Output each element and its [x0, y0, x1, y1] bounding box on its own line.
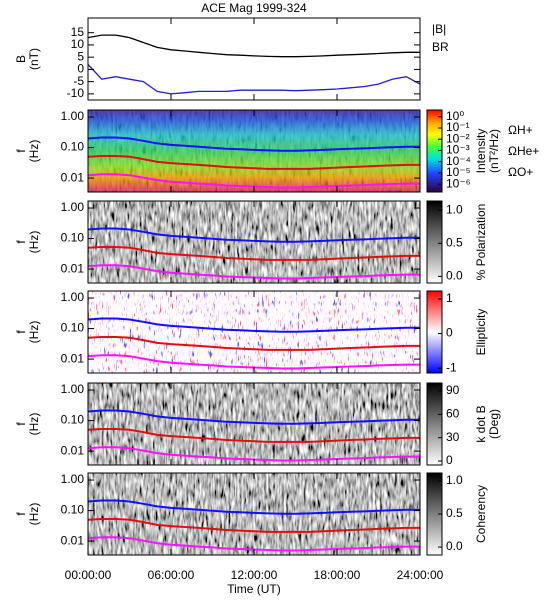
colorbar-label: (Deg): [487, 409, 501, 439]
colorbar-tick-label: 10⁻⁵: [446, 165, 471, 179]
colorbar-label: k dot B: [474, 405, 488, 442]
spectrogram-image: [88, 383, 420, 465]
y-tick-label: 10: [71, 37, 85, 51]
colorbar-label: Ellipticity: [474, 309, 488, 356]
y-axis-label: f: [14, 330, 28, 334]
y-tick-label: 0.10: [61, 321, 85, 335]
colorbar-label: Intensity: [474, 129, 488, 174]
y-tick-label: 0.01: [61, 170, 85, 184]
y-axis-label: f: [14, 240, 28, 244]
y-axis-label: B: [14, 55, 28, 63]
colorbar-label: Coherency: [474, 485, 488, 543]
x-tick-label: 24:00:00: [397, 568, 444, 582]
colorbar-tick-label: 0.5: [446, 235, 463, 249]
colorbar-tick-label: 0: [446, 326, 453, 340]
gyrofrequency-line: [88, 317, 420, 333]
gyrofrequency-line: [88, 499, 420, 515]
colorbar-tick-label: 0: [446, 453, 453, 467]
x-axis-label: Time (UT): [227, 582, 281, 596]
colorbar-tick-label: 0.0: [446, 539, 463, 553]
colorbar-tick-label: 90: [446, 383, 460, 397]
y-tick-label: 15: [71, 25, 85, 39]
y-axis-label: f: [14, 512, 28, 516]
y-tick-label: 0.10: [61, 140, 85, 154]
line-series: [88, 64, 420, 95]
colorbar-tick-label: 30: [446, 430, 460, 444]
colorbar-tick-label: -1: [446, 360, 457, 374]
x-tick-label: 06:00:00: [148, 568, 195, 582]
y-tick-label: 0.01: [61, 443, 85, 457]
y-tick-label: -10: [67, 86, 85, 100]
gyrofrequency-line: [88, 336, 420, 351]
colorbar-tick-label: 10⁰: [446, 109, 464, 123]
y-tick-label: 1.00: [61, 472, 85, 486]
y-axis-label: f: [14, 149, 28, 153]
colorbar-tick-label: 60: [446, 407, 460, 421]
legend-label: ΩO+: [508, 165, 533, 179]
colorbar-tick-label: 1: [446, 291, 453, 305]
legend-label: ΩH+: [508, 123, 533, 137]
colorbar-tick-label: 10⁻²: [446, 131, 470, 145]
x-tick-label: 18:00:00: [314, 568, 361, 582]
y-axis-label: (Hz): [27, 321, 41, 344]
spectrogram-image: [88, 291, 420, 373]
colorbar-tick-label: 10⁻³: [446, 143, 470, 157]
legend-label: BR: [432, 40, 449, 54]
gyrofrequency-line: [88, 518, 420, 533]
y-tick-label: 5: [77, 49, 84, 63]
y-axis-label: (Hz): [27, 140, 41, 163]
spectrogram-texture: [88, 110, 420, 192]
colorbar-tick-label: 10⁻¹: [446, 120, 470, 134]
line-series: [88, 34, 420, 58]
y-tick-label: 0.01: [61, 533, 85, 547]
y-tick-label: 0.10: [61, 413, 85, 427]
chart-title: ACE Mag 1999-324: [201, 1, 307, 15]
y-axis-label: (nT): [27, 48, 41, 70]
y-axis-label: f: [14, 422, 28, 426]
panel-frame: [87, 17, 421, 101]
colorbar-label: (nT²/Hz): [487, 129, 501, 173]
colorbar-tick-label: 10⁻⁴: [446, 154, 471, 168]
colorbar: [426, 382, 443, 466]
gyrofrequency-line: [88, 409, 420, 425]
y-tick-label: 0.10: [61, 503, 85, 517]
colorbar: [426, 200, 443, 284]
legend-label: ΩHe+: [508, 144, 539, 158]
y-tick-label: 1.00: [61, 382, 85, 396]
gyrofrequency-line: [88, 227, 420, 243]
y-tick-label: -5: [73, 74, 84, 88]
colorbar-tick-label: 10⁻⁶: [446, 176, 471, 190]
y-axis-label: (Hz): [27, 503, 41, 526]
colorbar-tick-label: 0.0: [446, 269, 463, 283]
colorbar-label: % Polarization: [474, 204, 488, 281]
y-tick-label: 1.00: [61, 290, 85, 304]
y-tick-label: 0.10: [61, 231, 85, 245]
y-tick-label: 0.01: [61, 351, 85, 365]
colorbar-tick-label: 0.5: [446, 506, 463, 520]
spectrogram-image: [88, 201, 420, 283]
y-tick-label: 0.01: [61, 261, 85, 275]
gyrofrequency-line: [88, 246, 420, 261]
gyrofrequency-line: [88, 155, 420, 170]
y-axis-label: (Hz): [27, 231, 41, 254]
colorbar: [426, 290, 443, 374]
colorbar-tick-label: 1.0: [446, 202, 463, 216]
colorbar-tick-label: 1.0: [446, 473, 463, 487]
x-tick-label: 00:00:00: [65, 568, 112, 582]
y-axis-label: (Hz): [27, 413, 41, 436]
gyrofrequency-line: [88, 136, 420, 152]
gyrofrequency-line: [88, 428, 420, 443]
colorbar: [426, 109, 443, 193]
spectrogram-image: [88, 473, 420, 555]
legend-label: |B|: [432, 22, 446, 36]
y-tick-label: 1.00: [61, 200, 85, 214]
x-tick-label: 12:00:00: [231, 568, 278, 582]
y-tick-label: 1.00: [61, 109, 85, 123]
y-tick-label: 0: [77, 62, 84, 76]
